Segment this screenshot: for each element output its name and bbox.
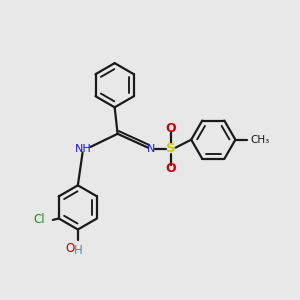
Text: S: S — [166, 142, 175, 155]
Text: O: O — [66, 242, 75, 255]
Text: N: N — [147, 143, 156, 154]
Text: CH₃: CH₃ — [250, 135, 269, 145]
Text: H: H — [74, 244, 82, 257]
Text: O: O — [165, 122, 176, 135]
Text: NH: NH — [75, 143, 92, 154]
Text: Cl: Cl — [34, 213, 46, 226]
Text: O: O — [165, 162, 176, 175]
